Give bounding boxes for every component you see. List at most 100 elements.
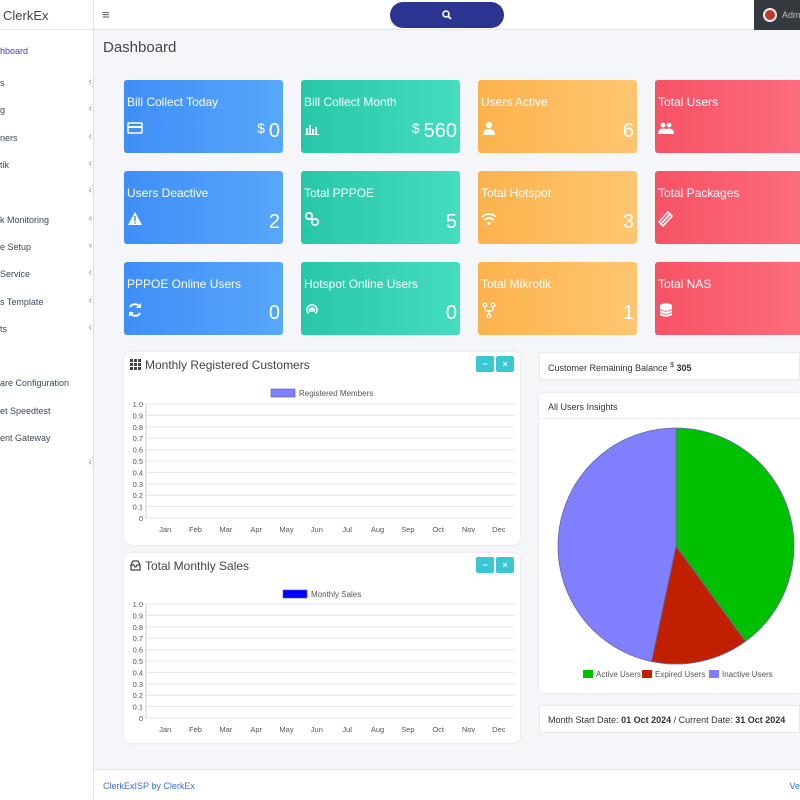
avatar [763,8,777,22]
x-tick-label: Nov [462,525,476,534]
card-number: 0 [268,120,280,142]
brand[interactable]: ClerkEx [0,0,93,30]
stat-card[interactable]: Total Packages [655,171,800,244]
y-tick-label: 0.1 [133,703,143,712]
legend-swatch [583,670,593,678]
sidebar-item[interactable]: are Configuration [0,376,93,392]
legend-label: Expired Users [655,670,705,679]
chevron-left-icon: ‹ [88,158,92,169]
sidebar-item-label: ts [0,324,8,334]
y-tick-label: 0.6 [133,446,143,455]
x-tick-label: Jun [311,725,323,734]
minimize-button[interactable]: − [476,557,494,573]
stat-card[interactable]: Total Mikrotik 1 [478,262,637,335]
sidebar-item[interactable]: Service ‹ [0,267,93,283]
sidebar-item-label: s Template [0,297,44,307]
sidebar-item[interactable]: et Speedtest [0,404,93,420]
inbox-icon [130,560,141,571]
x-tick-label: Oct [432,725,445,734]
wifi-icon [481,213,497,226]
bars-icon[interactable]: ≡ [102,7,110,22]
date-bar: Month Start Date: 01 Oct 2024 / Current … [539,705,800,733]
minimize-button[interactable]: − [476,356,494,372]
sidebar-item[interactable]: ‹ [0,457,93,473]
y-tick-label: 0.9 [133,611,143,620]
sidebar-item[interactable]: tik ‹ [0,158,93,174]
stat-card[interactable]: Bill Collect Today $0 [124,80,283,153]
sidebar-item-label: Service [0,269,31,279]
card-title: Total Packages [658,186,740,200]
y-tick-label: 1.0 [133,400,143,409]
x-tick-label: Aug [371,725,384,734]
balance-value: 305 [676,363,692,373]
close-button[interactable]: × [496,557,514,573]
stat-card[interactable]: Total Users1 [655,80,800,153]
stat-card[interactable]: Bill Collect Month $560 [301,80,460,153]
panel-title: Total Monthly Sales [145,559,250,573]
date-text: Month Start Date: 01 Oct 2024 / Current … [548,715,785,725]
sidebar-item[interactable]: ‹ [0,185,93,201]
x-tick-label: Mar [219,725,232,734]
y-tick-label: 0 [139,514,143,523]
sidebar-item[interactable]: g ‹ [0,103,93,119]
card-number: 5 [445,211,457,233]
chevron-left-icon: ‹ [88,267,92,278]
card-number: 560 [423,120,457,142]
legend-label: Registered Members [299,389,373,398]
x-tick-label: Apr [250,725,262,734]
sidebar-item-label: e Setup [0,242,32,252]
stat-card[interactable]: Total Hotspot 3 [478,171,637,244]
legend-swatch [270,388,296,398]
users-icon [658,122,674,134]
chevron-left-icon: ‹ [88,295,92,306]
pie-slice [675,427,795,643]
stat-card[interactable]: PPPOE Online Users 0 [124,262,283,335]
x-tick-label: Mar [219,525,232,534]
stat-card[interactable]: Users Active 6 [478,80,637,153]
card-currency: $ [257,120,265,136]
sidebar-item[interactable]: e Setup ‹ [0,240,93,256]
card-title: Total Hotspot [481,186,552,200]
sidebar-item[interactable]: s Template ‹ [0,295,93,311]
chevron-left-icon: ‹ [88,213,92,224]
pie-slice [650,545,746,665]
sidebar-item[interactable]: s ‹ [0,76,93,92]
y-tick-label: 0.2 [133,691,143,700]
brand-name: ClerkEx [3,8,49,23]
legend-swatch [642,670,652,678]
card-title: PPPOE Online Users [127,277,242,291]
sidebar-item[interactable]: ners ‹ [0,131,93,147]
sidebar-item[interactable]: k Monitoring ‹ [0,213,93,229]
stat-card[interactable]: Total NAS [655,262,800,335]
card-title: Total Mikrotik [481,277,552,291]
search-button[interactable] [390,2,504,28]
ticket-icon [658,211,674,227]
registered-customers-chart: Registered Members 1.0 0.9 0.8 0.7 0.6 0.5 0.4 0… [133,388,514,534]
user-name: Adm [782,10,800,20]
legend-label: Monthly Sales [311,590,361,599]
card-title: Total Users [658,95,719,109]
y-tick-label: 0 [139,714,143,723]
y-tick-label: 0.2 [133,491,143,500]
chevron-left-icon: ‹ [88,457,92,468]
stat-card[interactable]: Hotspot Online Users 0 [301,262,460,335]
stat-card[interactable]: Users Deactive 2 [124,171,283,244]
sidebar-item[interactable] [0,349,93,365]
panel-header: Monthly Registered Customers − × [124,352,520,378]
sidebar-item[interactable]: ts ‹ [0,322,93,338]
users-insights-pie: Active Users Expired Users Inactive Users [557,427,795,679]
x-tick-label: Oct [432,525,445,534]
user-menu[interactable]: Adm [754,0,800,30]
chevron-left-icon: ‹ [88,131,92,142]
stat-card[interactable]: Total PPPOE 5 [301,171,460,244]
sidebar-item-label: k Monitoring [0,215,50,225]
sidebar-item[interactable]: ent Gateway [0,431,93,447]
x-tick-label: May [279,725,293,734]
panel-title: All Users Insights [548,402,618,412]
close-button[interactable]: × [496,356,514,372]
footer-credit-link[interactable]: ClerkExISP by ClerkEx [103,781,195,791]
panel-header: Total Monthly Sales − × [124,553,520,579]
x-tick-label: Apr [250,525,262,534]
database-icon [659,303,673,317]
sidebar-item[interactable]: hboard [0,44,93,60]
